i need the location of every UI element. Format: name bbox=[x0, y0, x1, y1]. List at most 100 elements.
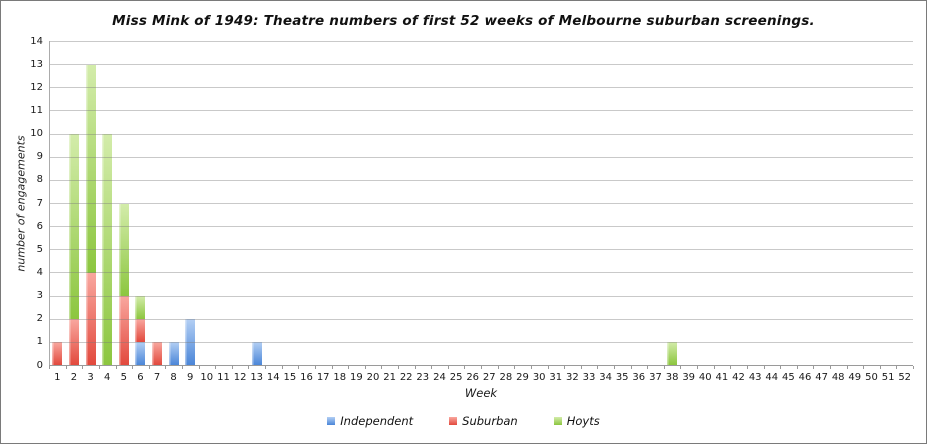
x-tick-15 bbox=[298, 365, 300, 369]
y-tick-label-1: 1 bbox=[36, 336, 43, 348]
y-tick-label-6: 6 bbox=[36, 220, 43, 232]
x-tick-label-28: 28 bbox=[499, 371, 513, 383]
legend-swatch-hoyts bbox=[553, 417, 562, 425]
x-tick-label-14: 14 bbox=[266, 371, 280, 383]
legend-item-hoyts: Hoyts bbox=[553, 414, 600, 428]
x-tick-label-47: 47 bbox=[815, 371, 828, 383]
x-tick-8 bbox=[181, 365, 183, 369]
gridline-y-12 bbox=[49, 87, 913, 89]
gridline-y-2 bbox=[49, 318, 913, 320]
x-tick-10 bbox=[215, 365, 217, 369]
x-tick-label-35: 35 bbox=[615, 371, 629, 383]
gridline-y-11 bbox=[49, 110, 913, 112]
x-tick-6 bbox=[148, 365, 150, 369]
x-tick-label-32: 32 bbox=[566, 371, 579, 383]
x-tick-label-2: 2 bbox=[70, 371, 78, 383]
bar-hoyts-week-5 bbox=[118, 203, 129, 297]
bar-hoyts-week-4 bbox=[102, 134, 113, 366]
y-tick-label-8: 8 bbox=[36, 174, 43, 186]
x-tick-31 bbox=[564, 365, 566, 369]
x-tick-label-50: 50 bbox=[865, 371, 878, 383]
legend-label-independent: Independent bbox=[340, 414, 414, 428]
y-tick-label-7: 7 bbox=[36, 197, 43, 209]
x-tick-45 bbox=[796, 365, 798, 369]
y-tick-label-13: 13 bbox=[30, 58, 43, 70]
x-tick-40 bbox=[713, 365, 715, 369]
x-tick-16 bbox=[314, 365, 316, 369]
bar-independent-week-8 bbox=[168, 342, 179, 366]
x-tick-41 bbox=[730, 365, 732, 369]
x-axis-label: Week bbox=[464, 386, 498, 400]
x-tick-38 bbox=[680, 365, 682, 369]
x-tick-label-15: 15 bbox=[283, 371, 297, 383]
y-tick-label-2: 2 bbox=[36, 313, 43, 325]
bar-suburban-week-5 bbox=[118, 296, 129, 366]
x-tick-label-5: 5 bbox=[120, 371, 127, 383]
y-tick-label-9: 9 bbox=[36, 151, 43, 163]
x-tick-11 bbox=[231, 365, 233, 369]
x-tick-label-26: 26 bbox=[466, 371, 480, 383]
x-tick-label-27: 27 bbox=[482, 371, 496, 383]
y-tick-label-3: 3 bbox=[36, 290, 43, 302]
x-tick-36 bbox=[647, 365, 649, 369]
x-tick-14 bbox=[281, 365, 283, 369]
x-tick-17 bbox=[331, 365, 333, 369]
x-tick-label-19: 19 bbox=[350, 371, 363, 383]
x-tick-3 bbox=[98, 365, 100, 369]
x-tick-label-7: 7 bbox=[153, 371, 161, 383]
x-tick-label-38: 38 bbox=[665, 371, 679, 383]
gridline-y-8 bbox=[49, 179, 913, 181]
x-tick-18 bbox=[348, 365, 350, 369]
x-tick-label-31: 31 bbox=[549, 371, 563, 383]
gridline-y-10 bbox=[49, 133, 913, 135]
x-tick-30 bbox=[547, 365, 549, 369]
bar-suburban-week-2 bbox=[68, 319, 79, 366]
x-tick-label-1: 1 bbox=[54, 371, 61, 383]
x-tick-13 bbox=[265, 365, 266, 369]
bar-hoyts-week-38 bbox=[667, 342, 678, 366]
x-tick-49 bbox=[863, 365, 865, 369]
x-tick-27 bbox=[497, 365, 499, 369]
x-tick-label-16: 16 bbox=[300, 371, 313, 383]
x-tick-label-23: 23 bbox=[416, 371, 430, 383]
bar-hoyts-week-6 bbox=[135, 296, 146, 320]
x-tick-48 bbox=[846, 365, 848, 369]
x-tick-label-11: 11 bbox=[217, 371, 230, 383]
x-tick-label-4: 4 bbox=[104, 371, 111, 383]
x-tick-20 bbox=[381, 365, 383, 369]
bar-suburban-week-1 bbox=[52, 342, 63, 366]
x-tick-43 bbox=[763, 365, 765, 369]
y-tick-label-12: 12 bbox=[30, 81, 43, 93]
x-tick-label-29: 29 bbox=[516, 371, 529, 383]
x-tick-label-8: 8 bbox=[170, 371, 177, 383]
x-tick-label-18: 18 bbox=[333, 371, 347, 383]
gridline-y-5 bbox=[49, 249, 913, 251]
x-tick-50 bbox=[879, 365, 881, 369]
x-tick-44 bbox=[780, 365, 782, 369]
x-tick-0 bbox=[49, 365, 50, 369]
x-tick-label-42: 42 bbox=[732, 371, 745, 383]
x-tick-46 bbox=[813, 365, 815, 369]
legend-swatch-suburban bbox=[449, 417, 458, 425]
x-tick-label-21: 21 bbox=[383, 371, 396, 383]
y-tick-label-11: 11 bbox=[30, 104, 43, 116]
bar-independent-week-13 bbox=[251, 342, 262, 366]
x-tick-37 bbox=[663, 365, 665, 369]
x-tick-25 bbox=[464, 365, 466, 369]
x-tick-label-3: 3 bbox=[87, 371, 94, 383]
y-tick-label-4: 4 bbox=[36, 266, 43, 278]
gridline-y-1 bbox=[49, 341, 913, 343]
x-tick-24 bbox=[447, 365, 449, 369]
x-tick-label-40: 40 bbox=[698, 371, 712, 383]
gridline-y-6 bbox=[49, 226, 913, 228]
gridline-y-14 bbox=[49, 41, 913, 42]
legend-item-independent: Independent bbox=[327, 414, 413, 428]
bar-suburban-week-3 bbox=[85, 272, 96, 366]
x-tick-label-44: 44 bbox=[765, 371, 779, 383]
x-tick-label-41: 41 bbox=[715, 371, 729, 383]
x-tick-label-24: 24 bbox=[433, 371, 446, 383]
y-tick-label-14: 14 bbox=[30, 35, 43, 47]
x-tick-33 bbox=[597, 365, 599, 369]
legend-item-suburban: Suburban bbox=[449, 414, 518, 428]
